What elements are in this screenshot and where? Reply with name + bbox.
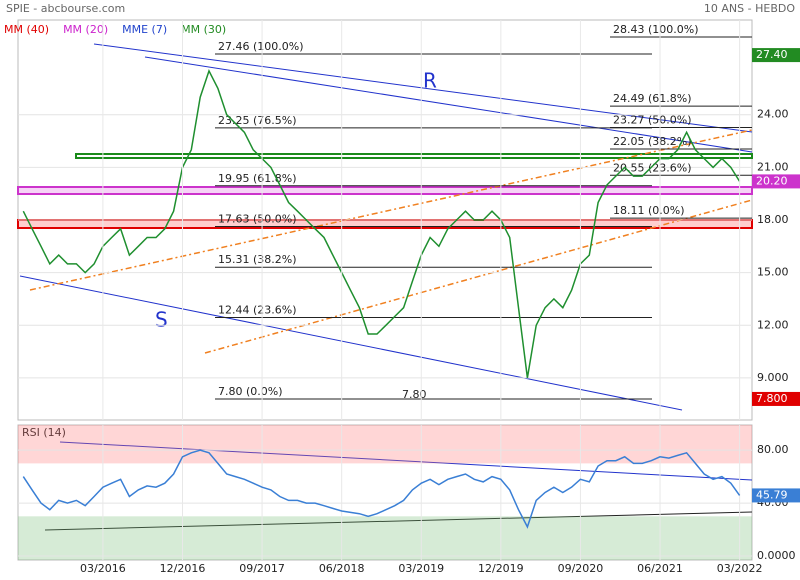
header-left: SPIE - abcbourse.com <box>6 2 125 15</box>
y-tick-label: 9.000 <box>757 371 789 384</box>
fib-label: 17.63 (50.0%) <box>218 212 297 225</box>
x-tick-label: 03/2022 <box>717 562 763 575</box>
x-tick-label: 03/2019 <box>398 562 444 575</box>
fib-label: 23.27 (50.0%) <box>613 114 692 127</box>
y-tick-label: 24.00 <box>757 108 789 121</box>
fib-label: 12.44 (23.6%) <box>218 304 297 317</box>
fib-label: 28.43 (100.0%) <box>613 23 699 36</box>
trend-label: S <box>155 308 168 332</box>
trend-label: R <box>423 69 437 93</box>
fib-label: 23.25 (76.5%) <box>218 114 297 127</box>
overbought-zone <box>18 425 752 464</box>
rsi-trend-line <box>59 441 753 481</box>
y-tick-label: 18.00 <box>757 213 789 226</box>
fib-label: 7.80 (0.0%) <box>218 385 283 398</box>
channel-line <box>29 129 753 291</box>
oversold-zone <box>18 516 752 560</box>
price-tag <box>752 391 800 406</box>
price-tag <box>752 174 800 189</box>
y-tick-label: 15.00 <box>757 266 789 279</box>
legend-item: MM (40) <box>4 23 49 36</box>
low-label: 7.80 <box>402 388 427 401</box>
y-tick-label: 0.0000 <box>757 549 796 562</box>
price-line <box>22 68 741 379</box>
support-zone-magenta <box>17 186 753 195</box>
x-tick-label: 09/2020 <box>558 562 604 575</box>
fib-label: 27.46 (100.0%) <box>218 40 304 53</box>
x-tick-label: 03/2016 <box>80 562 126 575</box>
header-right: 10 ANS - HEBDO <box>704 2 795 15</box>
resistance-line <box>93 43 753 133</box>
price-line <box>22 449 741 529</box>
price-tag-label: 45.79 <box>756 488 788 501</box>
fib-label: 20.55 (23.6%) <box>613 161 692 174</box>
y-tick-label: 80.00 <box>757 443 789 456</box>
price-tag-label: 7.800 <box>756 392 788 405</box>
legend-item: MM (20) <box>63 23 108 36</box>
resistance-line <box>144 56 753 153</box>
fib-label: 22.05 (38.2%) <box>613 135 692 148</box>
channel-line <box>204 199 753 354</box>
fib-label: 15.31 (38.2%) <box>218 253 297 266</box>
price-tag <box>752 48 800 63</box>
legend-item: MME (7) <box>122 23 167 36</box>
price-tag-label: 27.40 <box>756 48 788 61</box>
fib-label: 24.49 (61.8%) <box>613 92 692 105</box>
price-tag-label: 20.20 <box>756 174 788 187</box>
x-tick-label: 12/2016 <box>160 562 206 575</box>
fib-label: 18.11 (0.0%) <box>613 204 685 217</box>
support-zone-green <box>75 153 753 159</box>
x-tick-label: 06/2018 <box>319 562 365 575</box>
rsi-title: RSI (14) <box>22 426 66 439</box>
x-tick-label: 06/2021 <box>637 562 683 575</box>
rsi-trend-line <box>44 511 753 531</box>
x-tick-label: 12/2019 <box>478 562 524 575</box>
x-tick-label: 09/2017 <box>239 562 285 575</box>
price-tag <box>752 488 800 503</box>
support-line <box>19 275 683 411</box>
fib-label: 19.95 (61.8%) <box>218 172 297 185</box>
y-tick-label: 12.00 <box>757 318 789 331</box>
legend-item: MM (30) <box>181 23 226 36</box>
y-tick-label: 21.00 <box>757 160 789 173</box>
